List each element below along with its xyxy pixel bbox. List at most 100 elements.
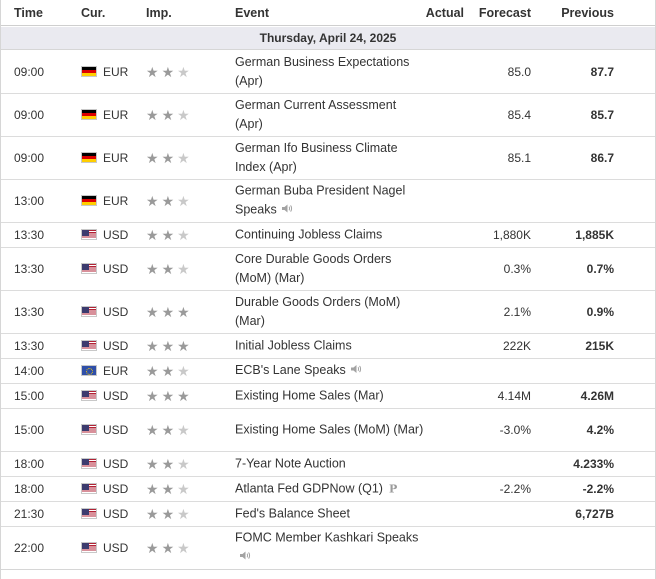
forecast-value: -3.0% — [499, 423, 531, 437]
event-name-text[interactable]: Existing Home Sales (Mar) — [235, 388, 384, 403]
event-name[interactable]: German Buba President Nagel Speaks — [235, 182, 425, 221]
currency-code: USD — [103, 457, 129, 471]
importance-rating: ★★★ — [146, 108, 193, 122]
forecast-value: 2.1% — [503, 305, 531, 319]
event-name[interactable]: FOMC Member Kashkari Speaks — [235, 529, 425, 568]
event-name-text[interactable]: German Ifo Business Climate Index (Apr) — [235, 141, 398, 174]
event-name[interactable]: ECB's Lane Speaks — [235, 361, 425, 381]
table-row[interactable]: 18:00 USD ★★★ 7-Year Note Auction 4.233% — [1, 452, 655, 477]
star-empty-icon: ★ — [177, 64, 193, 80]
event-name-text[interactable]: Initial Jobless Claims — [235, 338, 352, 353]
star-filled-icon: ★ — [161, 338, 178, 354]
table-row[interactable]: 13:30 USD ★★★ Core Durable Goods Orders (Mo… — [1, 248, 655, 291]
star-filled-icon: ★ — [146, 150, 162, 166]
star-filled-icon: ★ — [161, 363, 178, 379]
usa-flag-icon — [81, 424, 97, 435]
speaker-icon — [281, 202, 293, 221]
header-forecast[interactable]: Forecast — [478, 6, 531, 20]
event-name[interactable]: Existing Home Sales (MoM) (Mar) — [235, 421, 425, 440]
event-name-text[interactable]: German Current Assessment (Apr) — [235, 98, 397, 131]
event-time: 22:00 — [14, 541, 45, 555]
previous-value: 6,727B — [575, 507, 614, 521]
event-name-text[interactable]: Durable Goods Orders (MoM) (Mar) — [235, 295, 401, 328]
table-row[interactable]: 22:00 USD ★★★ FOMC Member Kashkari Speaks — [1, 527, 655, 570]
event-time: 09:00 — [14, 65, 45, 79]
currency-code: EUR — [103, 151, 129, 165]
previous-value: -2.2% — [582, 482, 614, 496]
usa-flag-icon — [81, 390, 97, 401]
event-name[interactable]: German Ifo Business Climate Index (Apr) — [235, 139, 425, 177]
table-row[interactable]: 13:30 USD ★★★ Durable Goods Orders (MoM) (M… — [1, 291, 655, 334]
event-name[interactable]: Fed's Balance Sheet — [235, 505, 425, 524]
event-name[interactable]: Durable Goods Orders (MoM) (Mar) — [235, 293, 425, 331]
header-actual[interactable]: Actual — [425, 6, 464, 20]
forecast-value: -2.2% — [499, 482, 531, 496]
table-row[interactable]: 14:00 EUR ★★★ ECB's Lane Speaks — [1, 359, 655, 384]
event-time: 18:00 — [14, 457, 45, 471]
event-name-text[interactable]: Existing Home Sales (MoM) (Mar) — [235, 422, 424, 437]
importance-rating: ★★★ — [146, 194, 193, 208]
event-name-text[interactable]: 7-Year Note Auction — [235, 456, 346, 471]
table-row[interactable]: 13:30 USD ★★★ Continuing Jobless Claims 1,88… — [1, 223, 655, 248]
table-row[interactable]: 18:00 USD ★★★ Atlanta Fed GDPNow (Q1) P -2.2%… — [1, 477, 655, 502]
star-filled-icon: ★ — [161, 227, 178, 243]
event-name-text[interactable]: FOMC Member Kashkari Speaks — [235, 530, 419, 545]
event-time: 21:30 — [14, 507, 45, 521]
star-filled-icon: ★ — [146, 363, 162, 379]
table-row[interactable]: 15:00 USD ★★★ Existing Home Sales (Mar) 4.14… — [1, 384, 655, 409]
importance-rating: ★★★ — [146, 482, 193, 496]
table-header: Time Cur. Imp. Event Actual Forecast Pre… — [1, 0, 655, 26]
currency-code: USD — [103, 423, 129, 437]
star-filled-icon: ★ — [146, 193, 162, 209]
table-row[interactable]: 15:00 USD ★★★ Existing Home Sales (MoM) (Ma… — [1, 409, 655, 452]
event-name-text[interactable]: Core Durable Goods Orders (MoM) (Mar) — [235, 252, 392, 285]
star-filled-icon: ★ — [146, 64, 162, 80]
table-row[interactable]: 13:30 USD ★★★ Initial Jobless Claims 222K 215… — [1, 334, 655, 359]
forecast-value: 0.3% — [503, 262, 531, 276]
event-time: 09:00 — [14, 151, 45, 165]
table-row[interactable]: 09:00 EUR ★★★ German Current Assessment (Ap… — [1, 94, 655, 137]
event-name[interactable]: Continuing Jobless Claims — [235, 226, 425, 245]
importance-rating: ★★★ — [146, 151, 193, 165]
header-time[interactable]: Time — [14, 6, 43, 20]
event-time: 13:30 — [14, 305, 45, 319]
event-name[interactable]: German Current Assessment (Apr) — [235, 96, 425, 134]
star-empty-icon: ★ — [177, 193, 193, 209]
currency-code: USD — [103, 541, 129, 555]
event-name[interactable]: German Business Expectations (Apr) — [235, 53, 425, 91]
speaker-icon — [350, 362, 362, 381]
event-name-text[interactable]: Atlanta Fed GDPNow (Q1) — [235, 481, 383, 496]
speaker-icon — [239, 549, 251, 568]
previous-value: 85.7 — [590, 108, 614, 122]
star-filled-icon: ★ — [146, 506, 162, 522]
previous-value: 4.26M — [580, 389, 614, 403]
event-time: 09:00 — [14, 108, 45, 122]
header-importance[interactable]: Imp. — [146, 6, 172, 20]
previous-value: 0.9% — [586, 305, 614, 319]
event-name-text[interactable]: Fed's Balance Sheet — [235, 506, 350, 521]
currency-code: USD — [103, 262, 129, 276]
event-name-text[interactable]: ECB's Lane Speaks — [235, 363, 346, 377]
previous-value: 215K — [585, 339, 614, 353]
table-row[interactable]: 21:30 USD ★★★ Fed's Balance Sheet 6,727B — [1, 502, 655, 527]
event-name[interactable]: 7-Year Note Auction — [235, 455, 425, 474]
star-empty-icon: ★ — [177, 107, 193, 123]
event-name[interactable]: Atlanta Fed GDPNow (Q1) P — [235, 480, 425, 499]
event-name-text[interactable]: German Business Expectations (Apr) — [235, 55, 410, 88]
event-name-text[interactable]: German Buba President Nagel Speaks — [235, 183, 406, 217]
previous-value: 4.233% — [573, 457, 614, 471]
table-row[interactable]: 09:00 EUR ★★★ German Business Expectations … — [1, 51, 655, 94]
star-filled-icon: ★ — [161, 193, 178, 209]
table-row[interactable]: 13:00 EUR ★★★ German Buba President Nagel S… — [1, 180, 655, 223]
event-name[interactable]: Initial Jobless Claims — [235, 337, 425, 356]
header-currency[interactable]: Cur. — [81, 6, 106, 20]
forecast-value: 222K — [502, 339, 531, 353]
preliminary-icon: P — [388, 482, 398, 496]
header-event[interactable]: Event — [235, 6, 270, 20]
table-row[interactable]: 09:00 EUR ★★★ German Ifo Business Climate I… — [1, 137, 655, 180]
header-previous[interactable]: Previous — [561, 6, 614, 20]
event-name-text[interactable]: Continuing Jobless Claims — [235, 227, 383, 242]
event-name[interactable]: Existing Home Sales (Mar) — [235, 387, 425, 406]
event-name[interactable]: Core Durable Goods Orders (MoM) (Mar) — [235, 250, 425, 288]
